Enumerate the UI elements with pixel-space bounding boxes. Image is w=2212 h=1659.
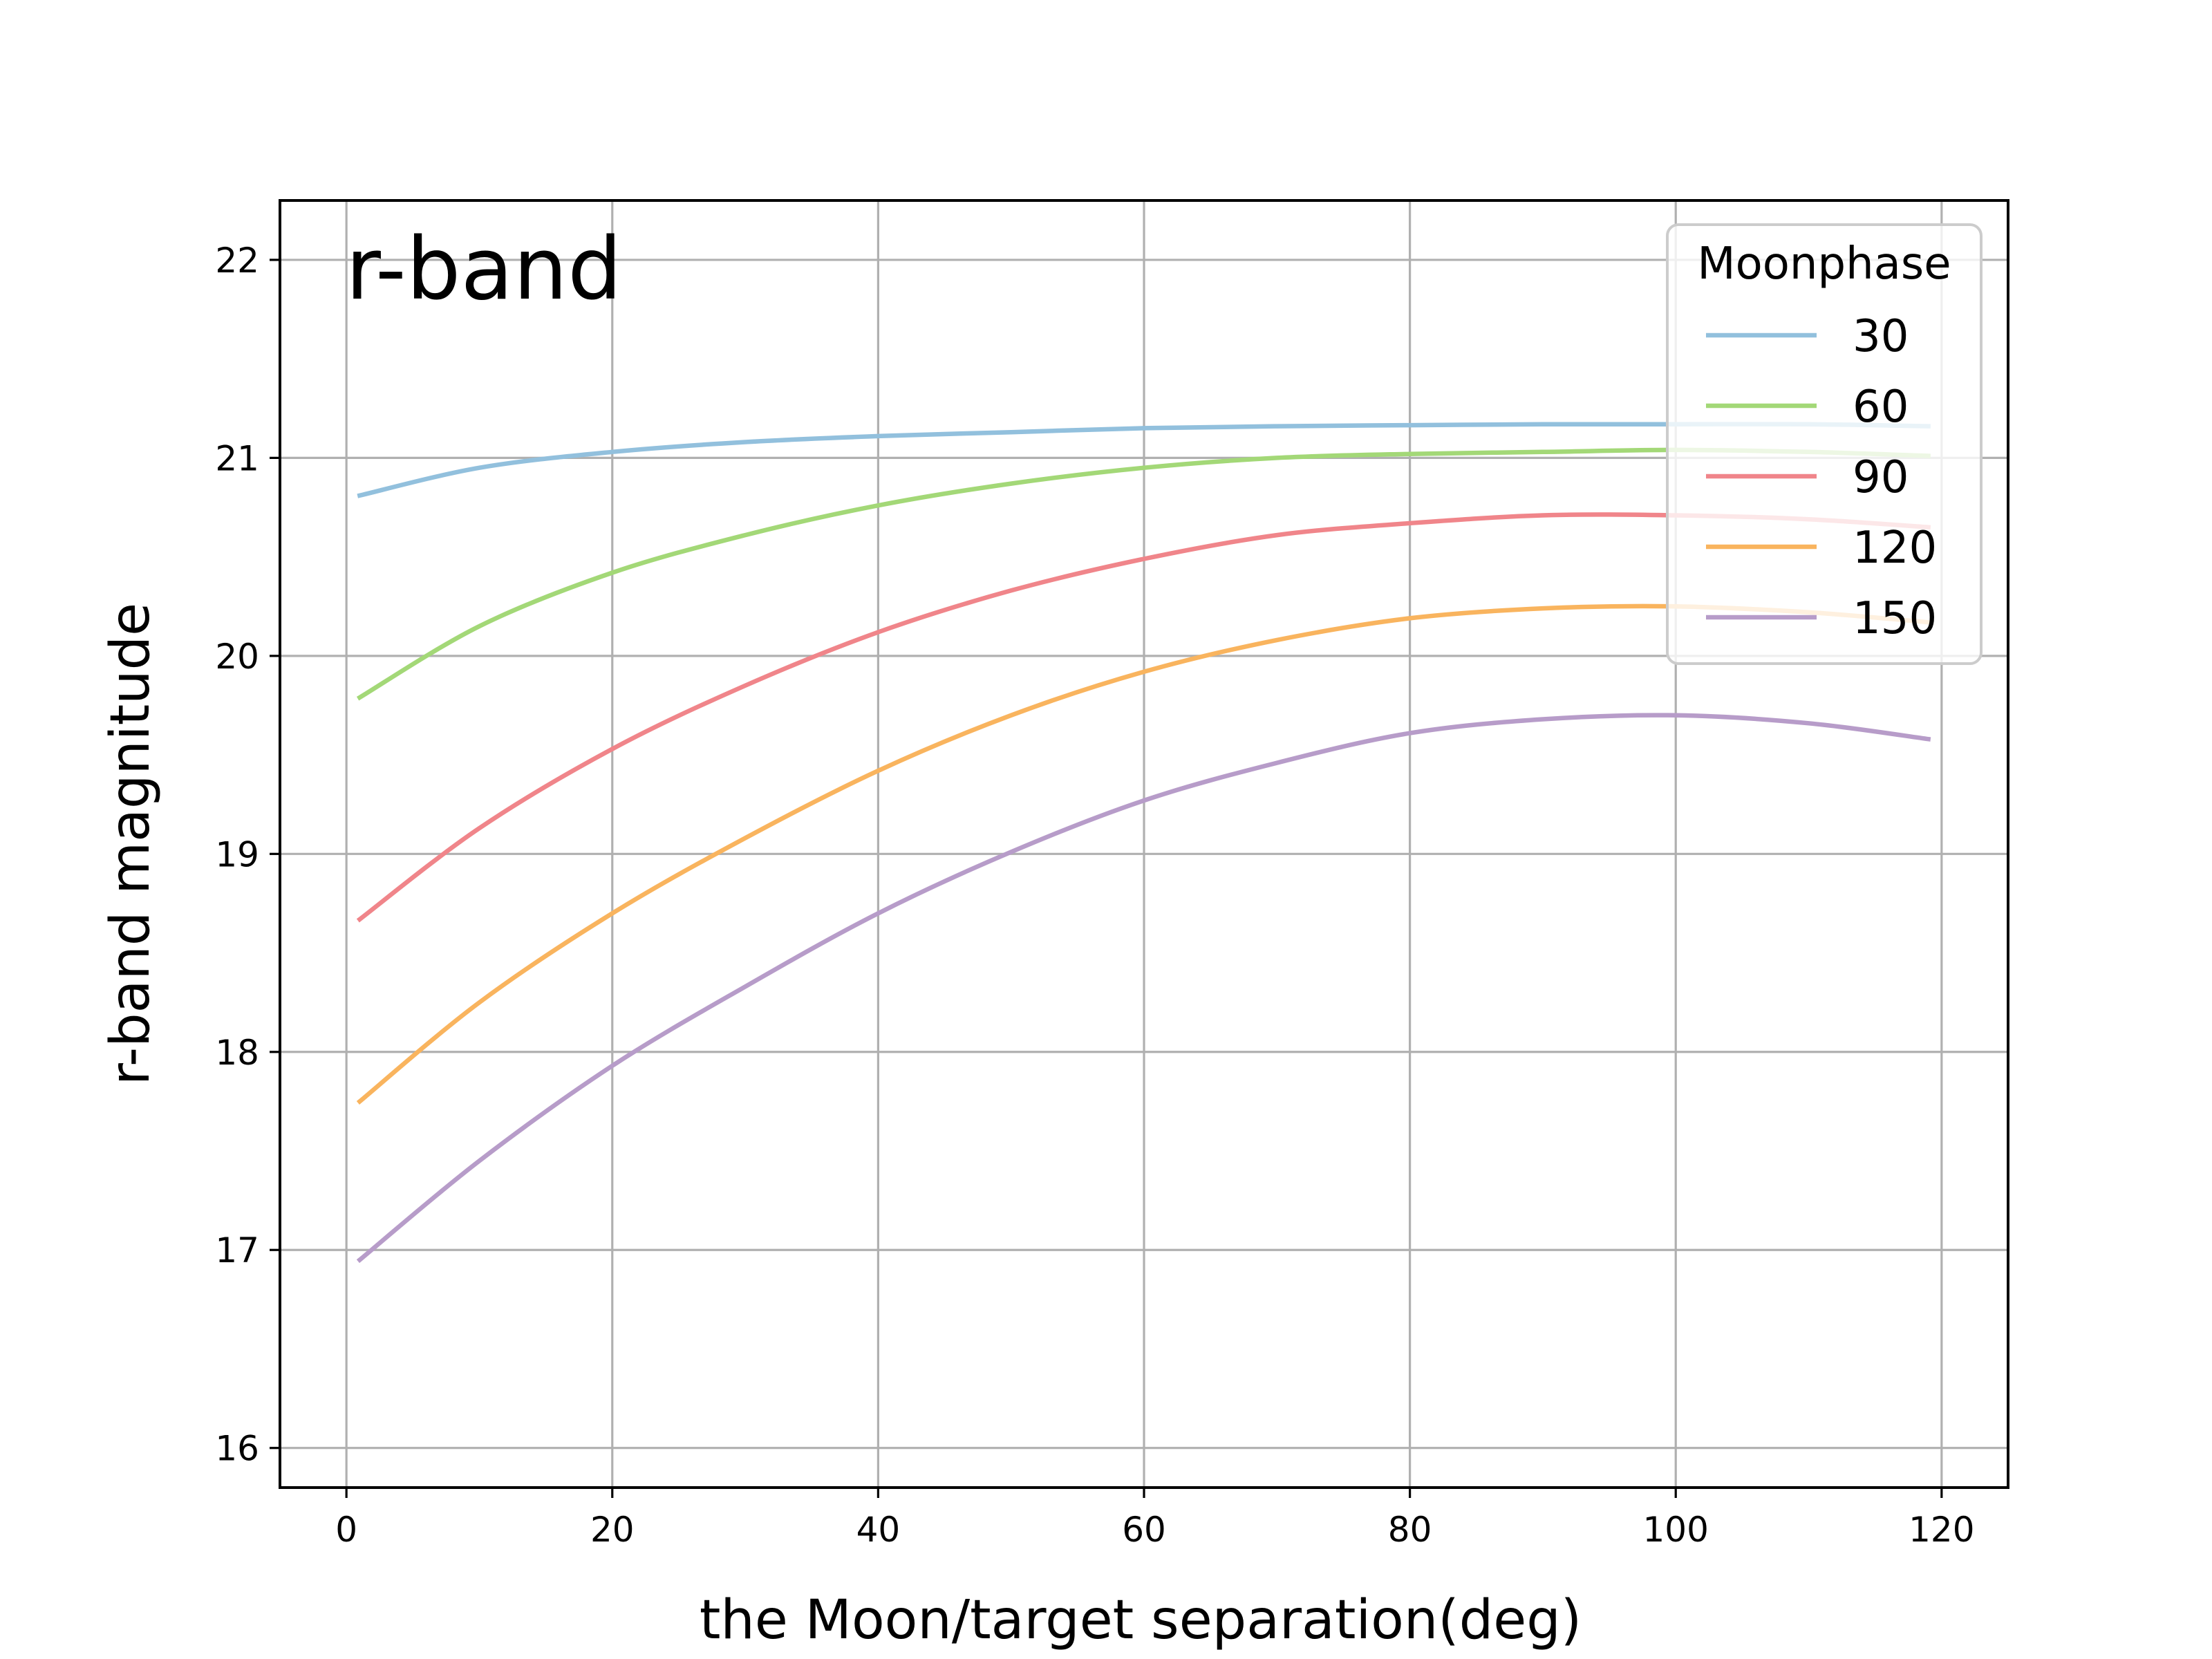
legend-items: 30 60 90 120 150 <box>1706 311 1937 644</box>
grid <box>280 200 2008 1488</box>
x-tick-label: 40 <box>856 1510 901 1550</box>
y-tick-label: 21 <box>215 438 259 478</box>
legend-title: Moonphase <box>1697 238 1951 290</box>
y-tick-label: 19 <box>215 834 259 874</box>
x-tick-label: 120 <box>1909 1510 1974 1550</box>
y-tick-label: 16 <box>215 1429 259 1469</box>
x-tick-label: 60 <box>1122 1510 1166 1550</box>
axis-ticks: 0 20 40 60 80 100 120 16 17 18 19 20 21 22 <box>215 241 1974 1550</box>
x-tick-label: 100 <box>1643 1510 1709 1550</box>
x-tick-label: 20 <box>590 1510 635 1550</box>
legend-label-60: 60 <box>1853 382 1909 433</box>
x-axis-label: the Moon/target separation(deg) <box>700 1589 1582 1651</box>
legend-label-120: 120 <box>1853 523 1937 574</box>
y-tick-label: 17 <box>215 1230 259 1271</box>
y-tick-label: 22 <box>215 241 259 281</box>
legend-label-150: 150 <box>1853 593 1937 644</box>
legend-label-90: 90 <box>1853 452 1909 503</box>
x-tick-label: 0 <box>335 1510 357 1550</box>
y-tick-label: 18 <box>215 1033 259 1073</box>
band-annotation: r-band <box>346 220 622 319</box>
legend-label-30: 30 <box>1853 311 1909 362</box>
x-tick-label: 80 <box>1388 1510 1432 1550</box>
y-axis-label: r-band magnitude <box>100 603 162 1085</box>
y-tick-label: 20 <box>215 637 259 677</box>
series-line-150 <box>356 713 1931 1264</box>
legend: Moonphase 30 60 90 120 150 <box>1666 223 1983 665</box>
